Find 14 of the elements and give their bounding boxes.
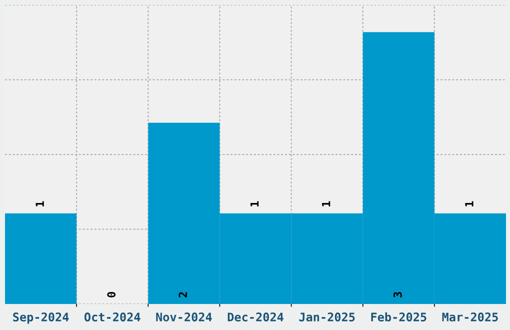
x-tick-label: Dec-2024 (228, 312, 284, 322)
x-tick-label: Oct-2024 (84, 312, 140, 322)
x-tick-label: Nov-2024 (156, 312, 212, 322)
data-label: 0 (107, 292, 116, 298)
x-tick-label: Jan-2025 (299, 312, 355, 322)
data-label: 1 (322, 201, 330, 206)
x-tick-label: Feb-2025 (371, 312, 426, 322)
x-tick-label: Sep-2024 (13, 312, 69, 324)
data-label: 1 (465, 201, 474, 206)
data-label: 3 (393, 292, 402, 298)
data-label: 2 (178, 292, 187, 298)
x-tick-label: Mar-2025 (442, 312, 498, 322)
data-label: 1 (36, 201, 44, 206)
data-label: 1 (250, 201, 259, 206)
